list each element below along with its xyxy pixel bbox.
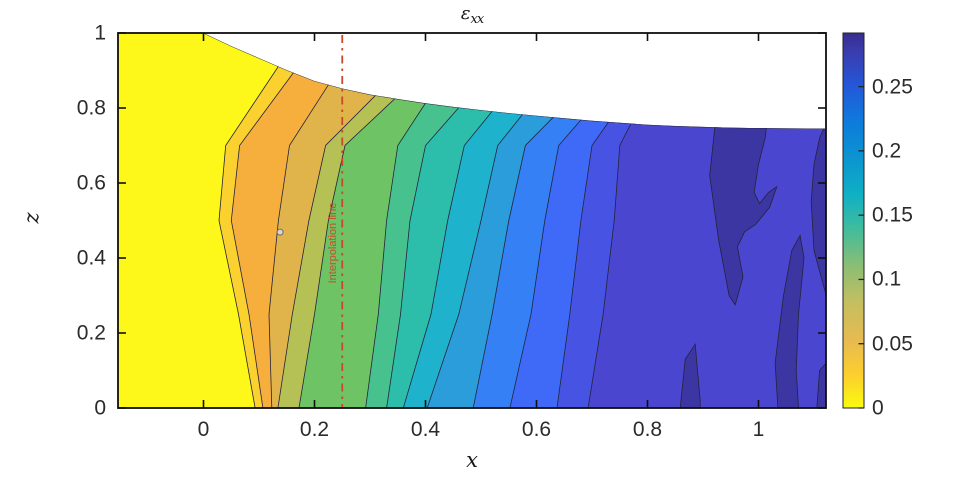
x-tick-label: 0.4	[410, 418, 441, 441]
colorbar-tick-label: 0.05	[872, 332, 913, 356]
y-tick-label: 0	[94, 396, 106, 420]
contour-bands	[118, 33, 827, 408]
x-axis-label: x	[466, 448, 478, 472]
y-tick-label: 0.8	[76, 96, 106, 120]
title-symbol: ε	[460, 3, 471, 24]
colorbar-tick-label: 0.15	[872, 203, 913, 227]
contour-band	[386, 33, 493, 408]
colorbar-tick-label: 0.1	[872, 267, 902, 291]
y-tick-label: 1	[94, 21, 106, 45]
point-marker	[276, 228, 284, 236]
z-axis-label: z	[19, 212, 44, 224]
contour-band-dark	[679, 343, 701, 408]
interpolation-line-label: Interpolation line	[327, 202, 339, 284]
colorbar-tick-label: 0.25	[872, 75, 913, 99]
y-tick-label: 0.4	[76, 246, 106, 270]
x-tick-label: 1	[752, 418, 765, 441]
contour-band	[118, 33, 279, 408]
axis-ticks	[118, 32, 826, 409]
x-tick-label: 0	[197, 418, 210, 441]
contour-band	[427, 33, 554, 408]
contour-band	[269, 33, 376, 408]
contour-band-dark	[709, 107, 778, 306]
colorbar	[842, 32, 865, 409]
plot-title: εxx	[460, 3, 485, 27]
y-tick-label: 0.2	[76, 321, 106, 345]
x-tick-label: 0.8	[632, 418, 663, 441]
y-tick-label: 0.6	[76, 171, 106, 195]
contour-band	[299, 33, 426, 408]
colorbar-gradient	[842, 32, 865, 409]
colorbar-tick-label: 0.2	[872, 139, 902, 163]
contour-band	[277, 33, 395, 408]
contour-band-dark	[816, 361, 827, 408]
x-tick-label: 0.6	[521, 418, 552, 441]
axis-box	[117, 32, 827, 409]
x-tick-label: 0.2	[299, 418, 330, 441]
contour-band-dark	[774, 234, 805, 408]
title-subscript: xx	[470, 12, 485, 27]
contour-band-dark	[810, 122, 827, 296]
colorbar-tick-label: 0	[872, 396, 884, 420]
